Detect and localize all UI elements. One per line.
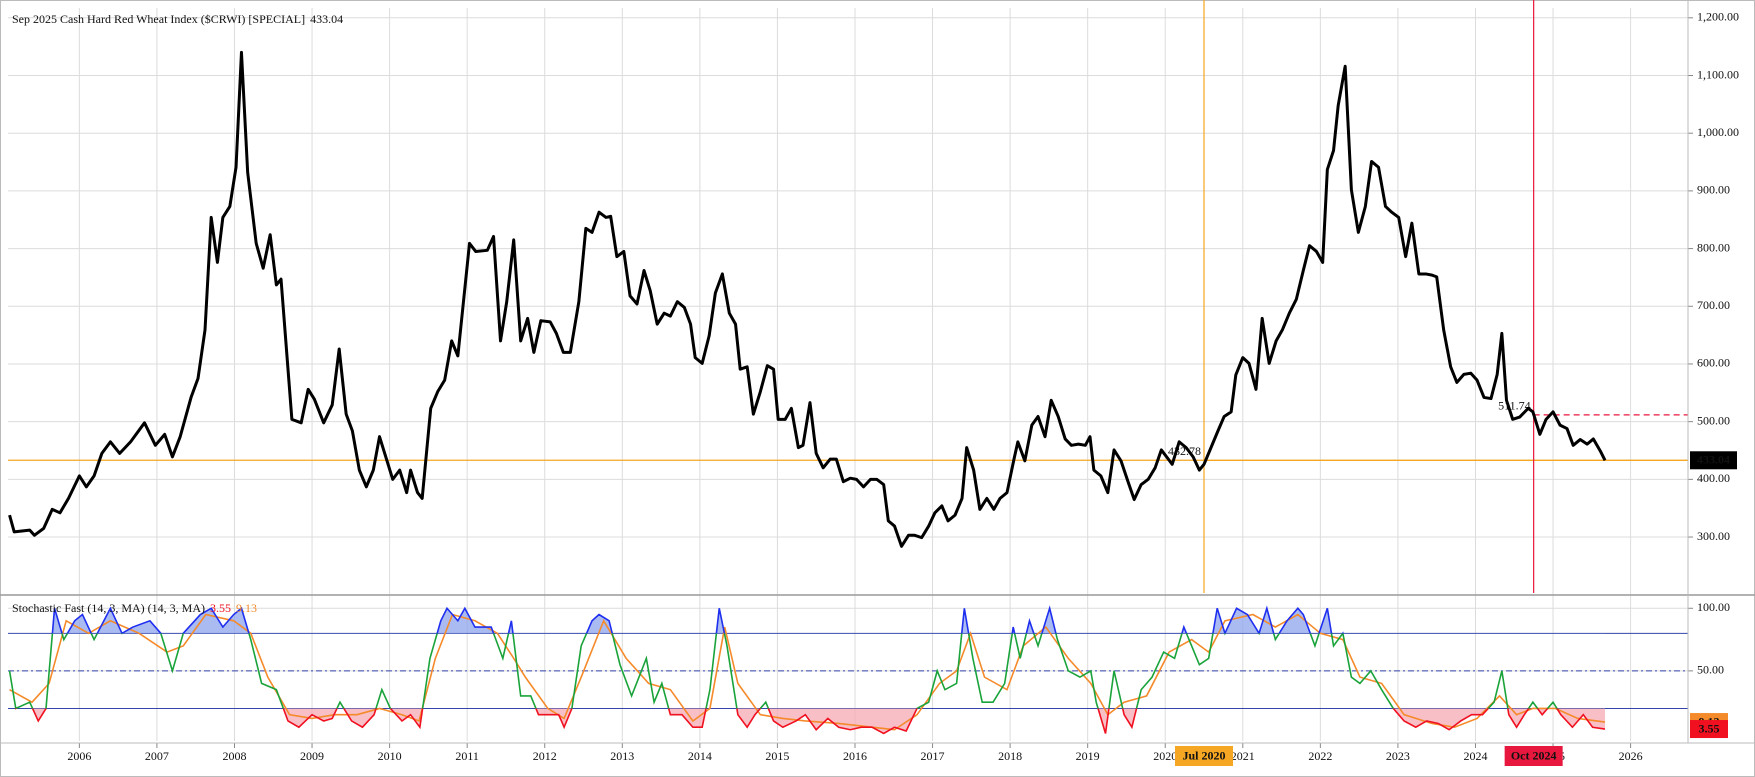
k-value-box (1690, 720, 1728, 739)
x-tick-label: 2016 (843, 749, 867, 763)
indicator-d-value: 9.13 (236, 601, 257, 615)
indicator-k-value: 3.55 (210, 601, 231, 615)
x-tick-label: 2024 (1463, 749, 1487, 763)
x-tick-label: 2015 (765, 749, 789, 763)
indicator-title-text: Stochastic Fast (14, 3, MA) (14, 3, MA) (12, 601, 205, 615)
chart-title-value: 433.04 (310, 12, 343, 26)
stoch-k-line-oversold (14, 708, 1606, 735)
cursor-date-box (1504, 746, 1563, 766)
x-tick-label: 2018 (998, 749, 1022, 763)
x-tick-label: 2011 (455, 749, 479, 763)
x-tick-label: 2013 (610, 749, 634, 763)
x-tick-label: 2021 (1231, 749, 1255, 763)
indicator-title: Stochastic Fast (14, 3, MA) (14, 3, MA) 3… (12, 601, 257, 615)
oversold-fill (32, 708, 1606, 734)
last-value-label: 433.04 (1697, 453, 1730, 467)
y-tick-label: 1,000.00 (1697, 125, 1739, 139)
x-tick-label: 2014 (688, 749, 712, 763)
x-tick-label: 2010 (378, 749, 402, 763)
x-tick-label: 2023 (1386, 749, 1410, 763)
y-tick-label: 900.00 (1697, 183, 1730, 197)
x-tick-label: 2022 (1308, 749, 1332, 763)
y-tick-label: 50.00 (1697, 663, 1724, 677)
k-value-label: 3.55 (1699, 721, 1720, 735)
y-tick-label: 1,100.00 (1697, 67, 1739, 81)
x-tick-label: 2017 (921, 749, 945, 763)
x-tick-label: 2019 (1076, 749, 1100, 763)
x-tick-label: 2009 (300, 749, 324, 763)
price-line (8, 50, 1607, 548)
y-tick-label: 700.00 (1697, 298, 1730, 312)
cursor-date-label: Jul 2020 (1183, 748, 1226, 762)
cursor-date-box (1175, 746, 1234, 766)
cursor-date-label: Oct 2024 (1511, 748, 1557, 762)
stoch-k-line (8, 633, 1558, 709)
x-tick-label: 2026 (1619, 749, 1643, 763)
y-tick-label: 400.00 (1697, 471, 1730, 485)
y-tick-label: 300.00 (1697, 529, 1730, 543)
last-value-box (1690, 451, 1737, 470)
y-tick-label: 100.00 (1697, 600, 1730, 614)
y-tick-label: 800.00 (1697, 240, 1730, 254)
y-tick-label: 1,200.00 (1697, 10, 1739, 24)
y-tick-label: 600.00 (1697, 356, 1730, 370)
x-tick-label: 2006 (67, 749, 91, 763)
chart-title-text: Sep 2025 Cash Hard Red Wheat Index ($CRW… (12, 12, 305, 26)
y-tick-label: 500.00 (1697, 413, 1730, 427)
x-tick-label: 2012 (533, 749, 557, 763)
chart-title: Sep 2025 Cash Hard Red Wheat Index ($CRW… (12, 12, 343, 26)
x-tick-label: 2008 (222, 749, 246, 763)
x-tick-label: 2020 (1153, 749, 1177, 763)
stoch-d-line (9, 613, 1606, 731)
x-tick-label: 2007 (145, 749, 169, 763)
